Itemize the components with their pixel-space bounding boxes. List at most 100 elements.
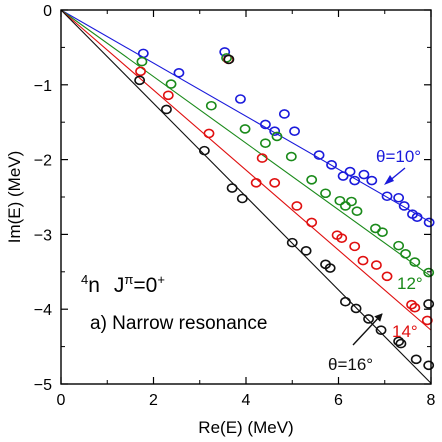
data-point-series-0 (423, 217, 435, 228)
data-point-series-0 (349, 175, 361, 186)
data-point-series-1 (400, 249, 411, 259)
data-point-series-2 (409, 302, 421, 313)
data-point-series-2 (349, 241, 361, 252)
series-labels: θ=10° 12° 14° θ=16° (328, 147, 423, 374)
y-tick-label: −5 (34, 377, 52, 394)
data-point-series-0 (326, 160, 337, 170)
data-point-series-2 (421, 315, 433, 326)
x-tick-label: 2 (149, 392, 158, 409)
x-tick-label: 8 (427, 392, 436, 409)
x-tick-label: 6 (334, 392, 343, 409)
data-point-series-0 (366, 175, 378, 186)
parity-symbol: π (124, 272, 133, 287)
data-point-series-2 (357, 255, 369, 266)
data-point-series-3 (423, 299, 435, 309)
series-line-1 (60, 9, 432, 277)
data-point-series-1 (271, 131, 283, 142)
data-point-series-1 (306, 174, 318, 185)
spin-equals: =0 (133, 274, 157, 297)
x-tick-labels: 0 2 4 6 8 (57, 392, 436, 409)
data-point-series-3 (226, 183, 238, 193)
data-point-series-2 (135, 66, 146, 77)
x-tick-label: 0 (57, 392, 66, 409)
data-point-series-3 (340, 296, 351, 307)
data-point-series-0 (411, 212, 423, 222)
data-point-series-1 (346, 196, 357, 207)
series-label-0: θ=10° (376, 147, 421, 166)
data-point-series-1 (351, 206, 363, 217)
data-point-series-0 (313, 150, 325, 160)
data-point-series-2 (381, 271, 393, 282)
data-point-series-1 (423, 267, 435, 278)
data-point-series-3 (363, 314, 374, 324)
data-point-series-1 (165, 79, 177, 89)
data-point-series-1 (260, 138, 271, 148)
data-point-series-3 (223, 54, 235, 65)
data-point-series-2 (291, 201, 303, 211)
spin-symbol: J (114, 274, 125, 297)
nucleus-mass-number: 4 (81, 272, 88, 287)
data-point-series-2 (269, 177, 281, 188)
series-label-2: 14° (392, 322, 418, 341)
data-point-series-1 (409, 257, 421, 267)
data-point-series-3 (423, 360, 435, 371)
data-point-series-2 (203, 128, 215, 139)
data-point-series-3 (410, 354, 422, 365)
data-point-series-0 (235, 94, 246, 104)
data-point-series-3 (324, 263, 336, 273)
y-tick-label: −4 (34, 302, 52, 319)
data-point-series-1 (239, 124, 251, 134)
data-point-series-0 (260, 119, 271, 130)
y-tick-label: −1 (34, 78, 52, 95)
data-point-series-0 (393, 192, 405, 203)
data-point-series-2 (371, 260, 382, 270)
data-point-series-2 (256, 153, 268, 163)
data-point-series-2 (406, 299, 417, 310)
theta16-arrow (352, 313, 383, 346)
data-point-series-0 (173, 68, 185, 78)
data-point-series-0 (398, 201, 410, 211)
data-point-series-1 (205, 100, 217, 111)
y-axis-label: Im(E) (MeV) (5, 151, 24, 244)
parity-plus: + (157, 272, 165, 287)
data-point-series-3 (375, 325, 387, 335)
x-tick-label: 4 (242, 392, 251, 409)
panel-subtitle: a) Narrow resonance (90, 313, 267, 334)
data-point-series-1 (377, 227, 388, 237)
theta10-arrowhead (384, 175, 394, 185)
y-tick-label: −3 (34, 227, 52, 244)
data-point-series-2 (336, 233, 348, 243)
nucleus-title: 4n Jπ=0+ (81, 272, 165, 297)
data-point-series-3 (393, 336, 405, 347)
data-point-series-3 (350, 303, 362, 314)
data-point-series-0 (278, 109, 290, 119)
data-point-series-1 (320, 188, 331, 199)
data-point-series-1 (221, 53, 232, 63)
data-point-series-3 (198, 145, 210, 156)
data-point-series-2 (306, 217, 318, 228)
data-point-series-3 (134, 75, 146, 86)
data-point-series-3 (300, 246, 312, 256)
series-line-0 (60, 9, 432, 223)
data-point-series-0 (358, 169, 370, 180)
y-tick-labels: 0 −1 −2 −3 −4 −5 (34, 3, 52, 394)
x-axis-label: Re(E) (MeV) (198, 418, 293, 437)
series-line-2 (60, 9, 432, 331)
data-point-series-1 (285, 151, 297, 162)
data-point-series-0 (337, 171, 349, 181)
data-markers (134, 47, 435, 371)
data-point-series-0 (344, 166, 356, 177)
series-label-3: θ=16° (328, 355, 373, 374)
data-point-series-0 (269, 126, 281, 136)
axis-ticks (60, 9, 432, 385)
data-point-series-1 (136, 56, 148, 67)
data-point-series-3 (395, 338, 407, 349)
data-point-series-3 (286, 237, 298, 248)
data-point-series-1 (334, 195, 346, 206)
data-point-series-3 (161, 104, 172, 115)
nucleus-symbol: n (88, 274, 100, 297)
data-point-series-2 (250, 177, 262, 188)
series-label-1: 12° (397, 274, 423, 293)
data-point-series-0 (289, 126, 300, 136)
